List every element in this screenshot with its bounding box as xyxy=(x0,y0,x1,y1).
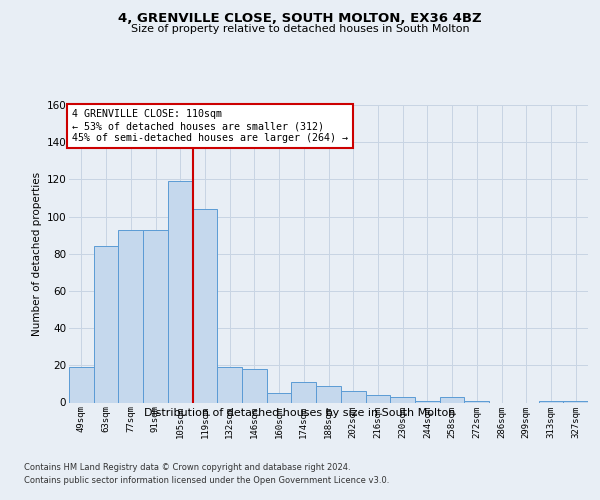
Bar xyxy=(168,181,193,402)
Bar xyxy=(365,395,390,402)
Bar xyxy=(464,400,489,402)
Bar xyxy=(440,397,464,402)
Bar xyxy=(267,393,292,402)
Text: Contains public sector information licensed under the Open Government Licence v3: Contains public sector information licen… xyxy=(24,476,389,485)
Bar xyxy=(193,209,217,402)
Bar xyxy=(390,397,415,402)
Bar xyxy=(217,367,242,402)
Bar xyxy=(69,367,94,402)
Bar xyxy=(316,386,341,402)
Bar xyxy=(539,400,563,402)
Text: Distribution of detached houses by size in South Molton: Distribution of detached houses by size … xyxy=(145,408,455,418)
Bar xyxy=(292,382,316,402)
Text: 4 GRENVILLE CLOSE: 110sqm
← 53% of detached houses are smaller (312)
45% of semi: 4 GRENVILLE CLOSE: 110sqm ← 53% of detac… xyxy=(71,110,347,142)
Y-axis label: Number of detached properties: Number of detached properties xyxy=(32,172,43,336)
Text: Contains HM Land Registry data © Crown copyright and database right 2024.: Contains HM Land Registry data © Crown c… xyxy=(24,462,350,471)
Bar xyxy=(94,246,118,402)
Text: 4, GRENVILLE CLOSE, SOUTH MOLTON, EX36 4BZ: 4, GRENVILLE CLOSE, SOUTH MOLTON, EX36 4… xyxy=(118,12,482,26)
Bar xyxy=(341,392,365,402)
Text: Size of property relative to detached houses in South Molton: Size of property relative to detached ho… xyxy=(131,24,469,34)
Bar xyxy=(415,400,440,402)
Bar xyxy=(143,230,168,402)
Bar xyxy=(242,369,267,402)
Bar xyxy=(563,400,588,402)
Bar xyxy=(118,230,143,402)
